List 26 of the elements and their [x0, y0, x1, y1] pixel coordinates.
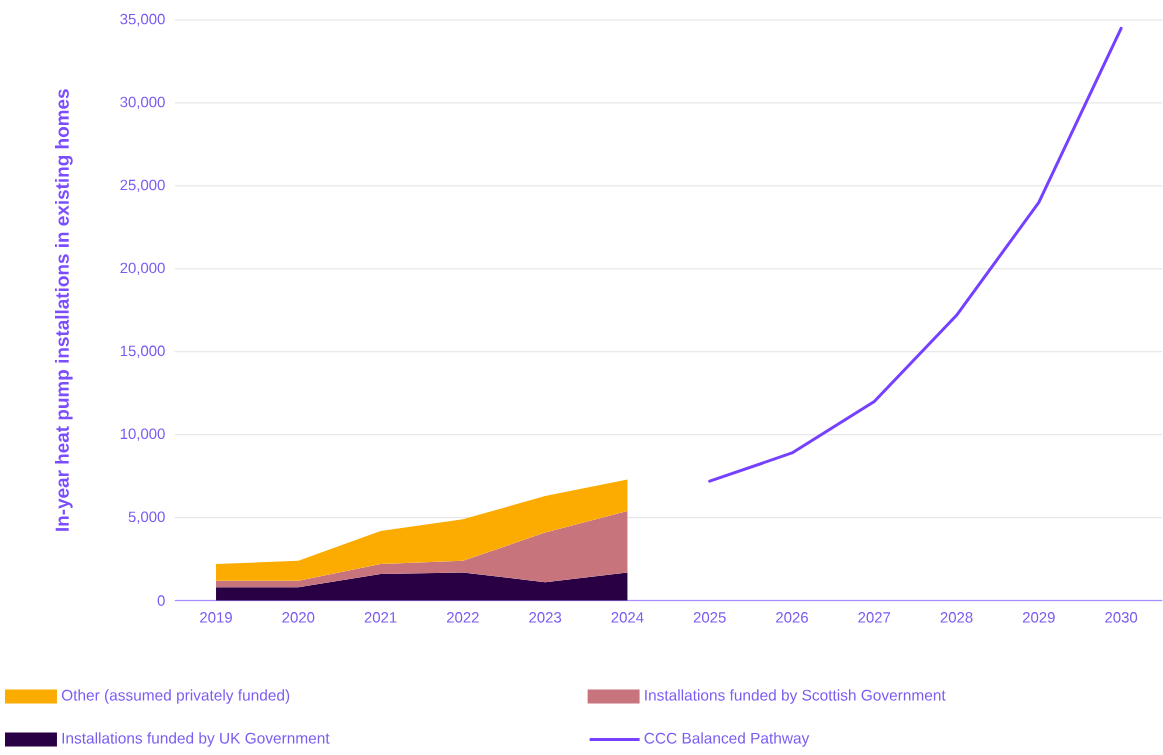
- y-tick-label: 35,000: [120, 14, 165, 27]
- x-tick-label: 2028: [940, 612, 973, 623]
- y-tick-label: 5,000: [128, 511, 165, 525]
- legend-label: Other (assumed privately funded): [61, 689, 290, 704]
- y-axis-title: In-year heat pump installations in existing homes: [54, 89, 73, 532]
- x-tick-label: 2022: [447, 612, 479, 623]
- x-tick-label: 2021: [364, 612, 397, 623]
- x-tick-label: 2029: [1022, 612, 1055, 623]
- y-tick-label: 30,000: [120, 97, 165, 110]
- line-series: [708, 27, 1123, 483]
- legend-label: CCC Balanced Pathway: [644, 732, 810, 747]
- y-tick-label: 25,000: [120, 179, 165, 193]
- x-tick-label: 2027: [858, 612, 891, 623]
- x-tick-label: 2024: [611, 612, 644, 623]
- x-tick-label: 2020: [282, 612, 315, 623]
- legend-label: Installations funded by UK Government: [62, 732, 330, 747]
- legend-label: Installations funded by Scottish Government: [645, 689, 946, 704]
- x-tick-label: 2026: [776, 612, 808, 623]
- x-tick-label: 2025: [693, 612, 726, 623]
- y-tick-label: 20,000: [120, 262, 165, 276]
- x-tick-label: 2023: [529, 612, 562, 623]
- x-tick-label: 2030: [1105, 612, 1138, 623]
- y-tick-label: 10,000: [120, 428, 165, 442]
- y-tick-label: 0: [157, 595, 165, 607]
- x-tick-label: 2019: [200, 612, 232, 623]
- y-tick-label: 15,000: [120, 345, 165, 359]
